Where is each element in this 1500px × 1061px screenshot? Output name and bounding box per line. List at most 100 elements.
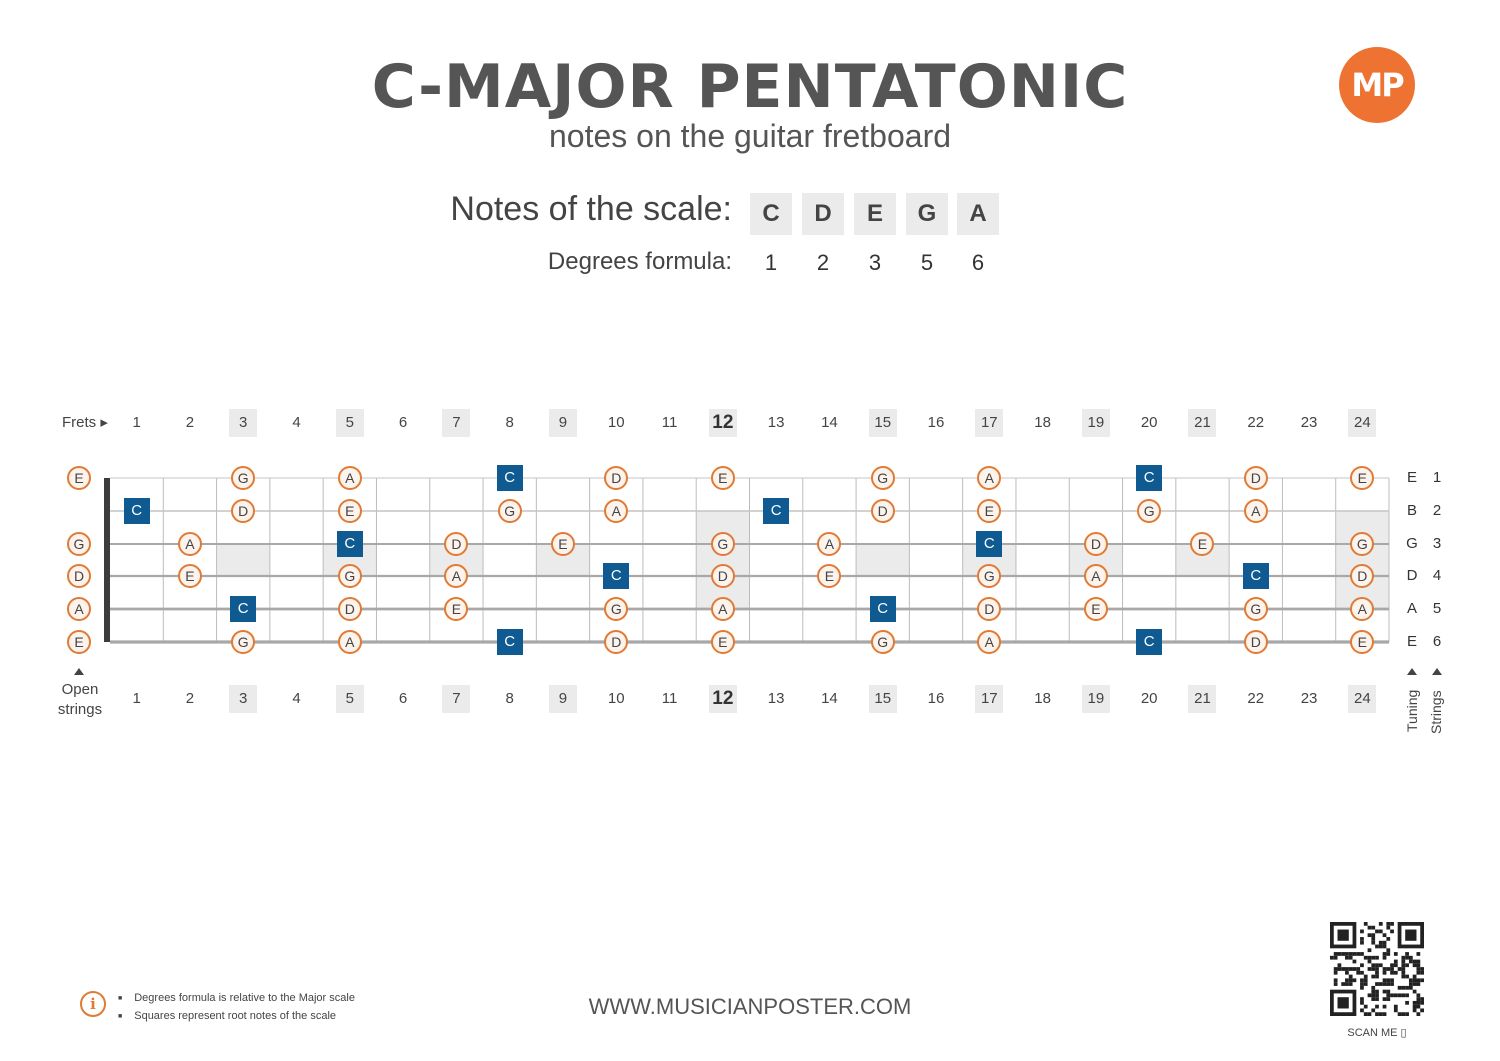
fret-number: 7 (442, 685, 471, 713)
scale-note-circle: A (1083, 564, 1108, 588)
fret-number: 1 (132, 414, 141, 431)
root-note-square: C (336, 531, 363, 557)
fret-number: 13 (767, 414, 785, 431)
scale-note-box: A (957, 193, 999, 235)
tuning-note: E (1406, 633, 1417, 650)
fret-number: 5 (335, 409, 364, 437)
scale-note-circle: G (67, 532, 91, 556)
qr-code-image[interactable] (1330, 922, 1424, 1016)
fret-number: 24 (1348, 685, 1377, 713)
fret-number: 8 (505, 414, 514, 431)
scale-note-circle: G (231, 630, 256, 654)
fret-number: 2 (185, 414, 195, 431)
fret-number: 6 (398, 414, 408, 431)
scale-note-box: D (802, 193, 844, 235)
scale-note-circle: D (710, 564, 735, 588)
scale-note-circle: E (1190, 532, 1215, 556)
string-number: 4 (1432, 567, 1442, 584)
scale-note-circle: A (444, 564, 469, 588)
fret-number: 8 (505, 690, 514, 707)
website-link[interactable]: WWW.MUSICIANPOSTER.COM (588, 994, 912, 1019)
strings-label: Strings (1428, 690, 1444, 734)
notes-of-scale-label: Notes of the scale: (450, 190, 732, 228)
scale-note-circle: E (710, 630, 735, 654)
page-title: C-MAJOR PENTATONIC (371, 52, 1129, 122)
scale-note-circle: D (1243, 466, 1268, 490)
scale-note-circle: A (337, 630, 362, 654)
fret-number: 17 (975, 409, 1004, 437)
fret-number: 11 (661, 414, 678, 431)
scale-note-circle: A (1243, 499, 1268, 523)
fret-number: 15 (868, 685, 897, 713)
tuning-note: E (1406, 469, 1417, 486)
scale-note-circle: D (1083, 532, 1108, 556)
scale-note-circle: A (817, 532, 842, 556)
scale-note-circle: G (497, 499, 522, 523)
scale-note-circle: D (231, 499, 256, 523)
fret-number: 5 (335, 685, 364, 713)
scale-note-circle: A (67, 597, 91, 621)
scale-note-circle: E (710, 466, 735, 490)
info-notes: Degrees formula is relative to the Major… (118, 990, 355, 1026)
scale-note-circle: E (550, 532, 575, 556)
fret-number: 4 (292, 690, 301, 707)
scale-note-circle: G (977, 564, 1002, 588)
root-note-square: C (230, 596, 257, 622)
degrees-formula-label: Degrees formula: (547, 248, 732, 275)
root-note-square: C (1136, 465, 1163, 491)
scale-note-circle: A (337, 466, 362, 490)
fret-number: 24 (1348, 409, 1377, 437)
fret-number: 20 (1140, 414, 1158, 431)
fret-number: 9 (548, 409, 577, 437)
tuning-note: B (1406, 502, 1417, 519)
fret-number: 22 (1247, 414, 1265, 431)
scale-note-circle: A (177, 532, 202, 556)
root-note-square: C (869, 596, 896, 622)
scale-note-circle: E (1083, 597, 1108, 621)
scale-note-circle: E (1350, 630, 1375, 654)
brand-logo[interactable]: MP (1339, 47, 1415, 123)
scale-note-circle: D (870, 499, 895, 523)
scale-note-box: E (854, 193, 896, 235)
frets-label: Frets ▸ (62, 414, 108, 431)
scale-note-circle: G (604, 597, 629, 621)
scale-note-circle: G (710, 532, 735, 556)
fret-number: 15 (868, 409, 897, 437)
tuning-arrow-icon (1407, 668, 1417, 675)
fret-number: 23 (1300, 690, 1318, 707)
scale-note-circle: D (444, 532, 469, 556)
info-line: Degrees formula is relative to the Major… (118, 990, 355, 1008)
fret-number: 19 (1081, 409, 1110, 437)
fret-number: 18 (1034, 690, 1051, 707)
scale-note-box: C (750, 193, 792, 235)
scale-note-circle: E (67, 466, 91, 490)
fret-number: 16 (927, 690, 945, 707)
fret-number: 10 (607, 690, 625, 707)
strings-arrow-icon (1432, 668, 1442, 675)
tuning-note: G (1406, 535, 1418, 552)
scale-note-circle: E (977, 499, 1002, 523)
inlay-marker (1335, 511, 1389, 609)
scale-note-circle: D (604, 630, 629, 654)
fret-number: 1 (132, 690, 141, 707)
scale-note-circle: G (1137, 499, 1162, 523)
fret-number: 22 (1247, 690, 1265, 707)
fret-number: 11 (661, 690, 678, 707)
root-note-square: C (123, 498, 150, 524)
scale-note-circle: D (977, 597, 1002, 621)
fret-number: 10 (607, 414, 625, 431)
page-subtitle: notes on the guitar fretboard (548, 118, 952, 154)
scale-note-circle: E (337, 499, 362, 523)
inlay-marker (216, 544, 270, 576)
fret-number: 2 (185, 690, 195, 707)
fret-number: 7 (442, 409, 471, 437)
inlay-marker (856, 544, 910, 576)
root-note-square: C (763, 498, 790, 524)
scale-note-circle: A (977, 630, 1002, 654)
fret-number: 21 (1188, 685, 1217, 713)
scale-note-circle: G (1243, 597, 1268, 621)
scale-note-circle: D (1243, 630, 1268, 654)
tuning-note: A (1406, 600, 1417, 617)
tuning-note: D (1406, 567, 1418, 584)
root-note-square: C (603, 563, 630, 589)
